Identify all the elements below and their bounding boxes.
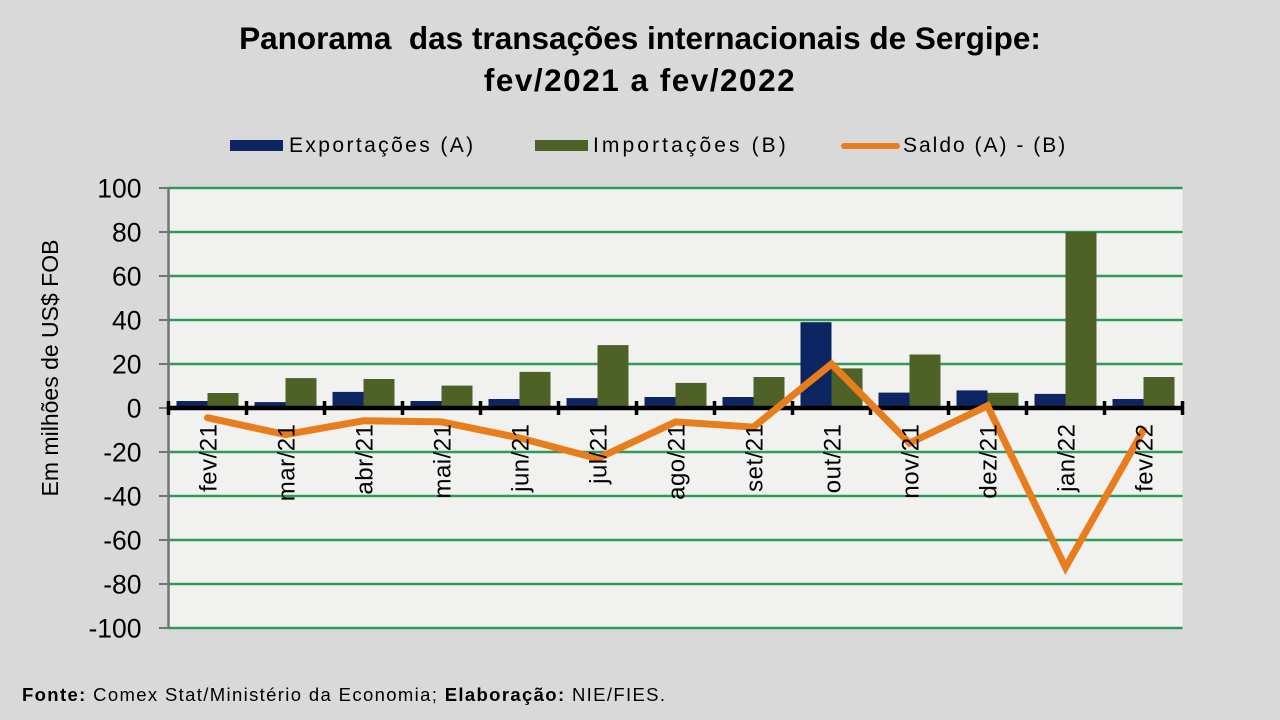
svg-text:jul/21: jul/21: [586, 424, 613, 485]
svg-text:fev/22: fev/22: [1132, 424, 1159, 492]
svg-text:60: 60: [112, 261, 141, 291]
svg-text:out/21: out/21: [820, 424, 847, 494]
svg-text:Em milhões de US$ FOB: Em milhões de US$ FOB: [37, 240, 63, 497]
svg-text:fev/21: fev/21: [196, 424, 223, 492]
svg-text:-60: -60: [103, 525, 141, 555]
svg-text:100: 100: [97, 173, 141, 203]
svg-text:-80: -80: [103, 569, 141, 599]
svg-text:abr/21: abr/21: [352, 424, 379, 495]
svg-text:0: 0: [127, 393, 142, 423]
svg-text:mai/21: mai/21: [430, 424, 457, 499]
svg-text:-20: -20: [103, 437, 141, 467]
svg-text:jun/21: jun/21: [508, 424, 535, 493]
svg-text:80: 80: [112, 217, 141, 247]
svg-text:mar/21: mar/21: [274, 424, 301, 502]
svg-text:20: 20: [112, 349, 141, 379]
svg-text:set/21: set/21: [742, 424, 769, 492]
svg-text:jan/22: jan/22: [1054, 424, 1081, 493]
svg-text:-40: -40: [103, 481, 141, 511]
svg-text:40: 40: [112, 305, 141, 335]
svg-text:dez/21: dez/21: [976, 424, 1003, 499]
svg-text:-100: -100: [88, 613, 141, 643]
svg-text:ago/21: ago/21: [664, 424, 691, 500]
svg-text:nov/21: nov/21: [898, 424, 925, 499]
